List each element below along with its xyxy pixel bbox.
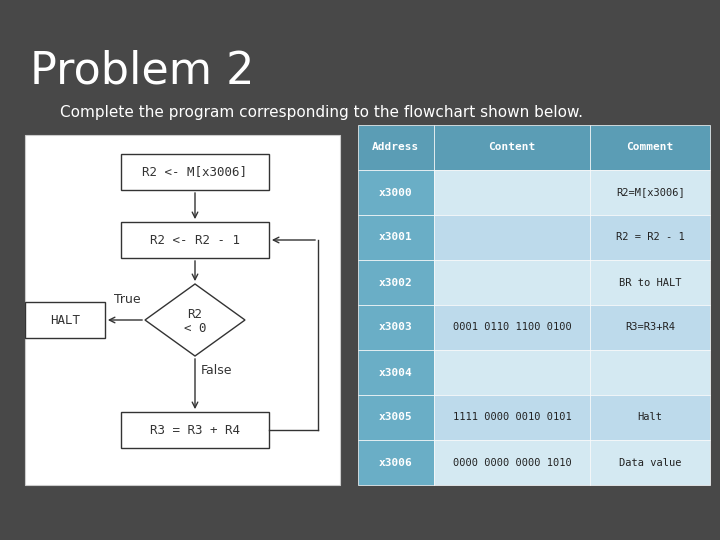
Text: R3 = R3 + R4: R3 = R3 + R4 [150,423,240,436]
FancyBboxPatch shape [358,440,433,485]
Text: 1111 0000 0010 0101: 1111 0000 0010 0101 [453,413,572,422]
Text: x3004: x3004 [379,368,413,377]
FancyBboxPatch shape [590,215,710,260]
FancyBboxPatch shape [121,222,269,258]
FancyBboxPatch shape [590,170,710,215]
FancyBboxPatch shape [433,215,590,260]
Text: 0001 0110 1100 0100: 0001 0110 1100 0100 [453,322,572,333]
FancyBboxPatch shape [590,440,710,485]
Text: x3001: x3001 [379,233,413,242]
Text: Halt: Halt [638,413,662,422]
FancyBboxPatch shape [358,395,433,440]
FancyBboxPatch shape [590,350,710,395]
FancyBboxPatch shape [358,125,433,170]
Text: Comment: Comment [626,143,674,152]
Text: Problem 2: Problem 2 [30,50,254,93]
Text: True: True [114,293,141,306]
FancyBboxPatch shape [590,125,710,170]
Text: HALT: HALT [50,314,80,327]
FancyBboxPatch shape [433,350,590,395]
FancyBboxPatch shape [590,260,710,305]
FancyBboxPatch shape [433,260,590,305]
Text: BR to HALT: BR to HALT [619,278,681,287]
Text: x3000: x3000 [379,187,413,198]
FancyBboxPatch shape [433,125,590,170]
Text: x3003: x3003 [379,322,413,333]
FancyBboxPatch shape [590,305,710,350]
Text: x3006: x3006 [379,457,413,468]
Text: x3005: x3005 [379,413,413,422]
FancyBboxPatch shape [433,440,590,485]
Text: 0000 0000 0000 1010: 0000 0000 0000 1010 [453,457,572,468]
Text: Data value: Data value [619,457,681,468]
Text: Address: Address [372,143,420,152]
FancyBboxPatch shape [25,135,340,485]
FancyBboxPatch shape [590,395,710,440]
Text: R2 = R2 - 1: R2 = R2 - 1 [616,233,685,242]
Text: x3002: x3002 [379,278,413,287]
FancyBboxPatch shape [358,350,433,395]
Text: < 0: < 0 [184,321,206,334]
Text: R2 <- M[x3006]: R2 <- M[x3006] [143,165,248,179]
Text: R2=M[x3006]: R2=M[x3006] [616,187,685,198]
FancyBboxPatch shape [121,412,269,448]
Polygon shape [145,284,245,356]
FancyBboxPatch shape [358,260,433,305]
FancyBboxPatch shape [358,215,433,260]
FancyBboxPatch shape [25,302,105,338]
Text: Content: Content [488,143,536,152]
FancyBboxPatch shape [358,305,433,350]
FancyBboxPatch shape [121,154,269,190]
FancyBboxPatch shape [433,305,590,350]
Text: Complete the program corresponding to the flowchart shown below.: Complete the program corresponding to th… [60,105,583,120]
FancyBboxPatch shape [433,170,590,215]
Text: R3=R3+R4: R3=R3+R4 [625,322,675,333]
Text: R2: R2 [187,307,202,321]
FancyBboxPatch shape [433,395,590,440]
Text: R2 <- R2 - 1: R2 <- R2 - 1 [150,233,240,246]
FancyBboxPatch shape [358,170,433,215]
Text: False: False [201,364,233,377]
